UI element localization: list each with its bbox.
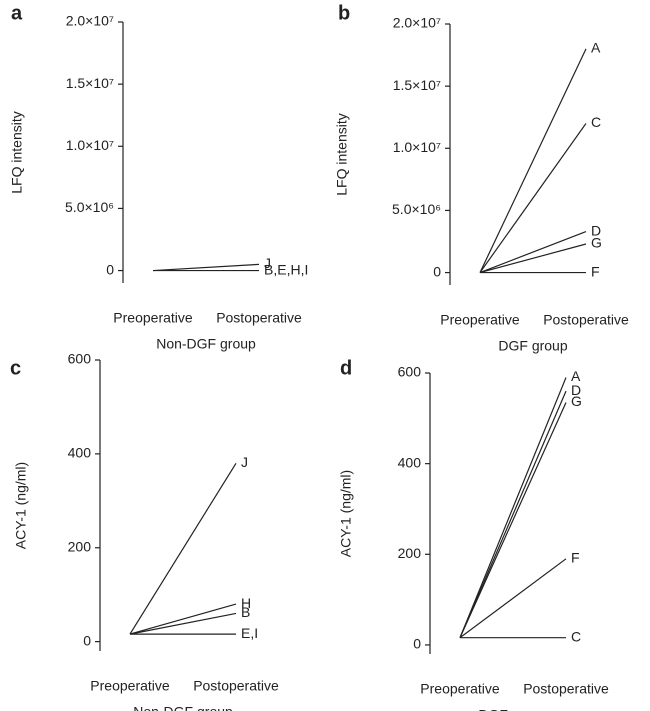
x-axis-label: DGF group xyxy=(498,338,567,354)
series-line xyxy=(479,230,587,274)
panel: d 0 200 400 600 ACY-1 (ng/ml) Preoperative Post… xyxy=(338,357,609,711)
y-tick-label: 600 xyxy=(398,364,422,380)
y-tick-label: 0 xyxy=(83,632,91,648)
series-line xyxy=(129,612,237,635)
series-label: H xyxy=(241,595,251,611)
y-tick-label: 5.0×10⁶ xyxy=(392,201,441,217)
panel-label: a xyxy=(11,2,23,24)
y-tick-label: 1.0×10⁷ xyxy=(66,137,114,153)
panel: c 0 200 400 600 ACY-1 (ng/ml) Preoperative Post… xyxy=(10,351,279,711)
series-label: F xyxy=(571,550,580,566)
y-tick-label: 1.5×10⁷ xyxy=(393,77,441,93)
series-label: B xyxy=(241,604,250,620)
series-line xyxy=(152,263,260,272)
series-line xyxy=(479,48,587,273)
y-tick-label: 2.0×10⁷ xyxy=(66,13,114,29)
series-label: G xyxy=(591,235,602,251)
x-tick-label: Preoperative xyxy=(90,678,170,694)
x-tick-label: Postoperative xyxy=(216,310,302,326)
series-label: G xyxy=(571,393,582,409)
series-line xyxy=(129,462,237,635)
x-tick-label: Preoperative xyxy=(440,312,520,328)
series-line xyxy=(459,558,567,639)
x-tick-label: Preoperative xyxy=(113,310,193,326)
y-tick-label: 2.0×10⁷ xyxy=(393,15,441,31)
y-tick-label: 400 xyxy=(68,445,92,461)
series-label: F xyxy=(591,263,600,279)
series-label: J xyxy=(241,454,248,470)
panel: a 0 5.0×10⁶ 1.0×10⁷ 1.5×10⁷ 2.0×10⁷ LFQ intens… xyxy=(9,2,309,351)
x-axis-label: Non-DGF group xyxy=(133,704,233,711)
y-tick-label: 600 xyxy=(68,351,92,367)
y-tick-label: 0 xyxy=(106,261,114,277)
x-axis-label: Non-DGF group xyxy=(156,336,256,352)
y-tick-label: 200 xyxy=(398,545,422,561)
series-label: D xyxy=(591,222,601,238)
x-tick-label: Postoperative xyxy=(523,681,609,697)
y-tick-label: 5.0×10⁶ xyxy=(65,199,114,215)
x-axis-label: DGF group xyxy=(478,707,547,711)
y-tick-label: 200 xyxy=(68,538,92,554)
x-tick-label: Postoperative xyxy=(543,312,629,328)
y-tick-label: 0 xyxy=(433,263,441,279)
series-label: C xyxy=(571,628,581,644)
y-tick-label: 1.5×10⁷ xyxy=(66,75,114,91)
series-label: J xyxy=(264,255,271,271)
series-line xyxy=(459,402,567,638)
series-line xyxy=(459,390,567,638)
series-line xyxy=(479,243,587,274)
series-label: B,E,H,I xyxy=(264,261,308,277)
y-axis-label: ACY-1 (ng/ml) xyxy=(338,470,354,557)
y-tick-label: 0 xyxy=(413,636,421,652)
y-tick-label: 1.0×10⁷ xyxy=(393,139,441,155)
series-label: D xyxy=(571,382,581,398)
series-line xyxy=(459,377,567,638)
y-axis-label: LFQ intensity xyxy=(334,113,350,195)
series-line xyxy=(129,603,237,635)
series-line xyxy=(479,123,587,273)
x-tick-label: Postoperative xyxy=(193,678,279,694)
y-tick-label: 400 xyxy=(398,454,422,470)
panel-label: c xyxy=(10,357,21,379)
series-label: E,I xyxy=(241,625,258,641)
panel-label: d xyxy=(340,357,352,379)
series-label: A xyxy=(591,40,601,56)
series-label: C xyxy=(591,114,601,130)
series-label: A xyxy=(571,368,581,384)
y-axis-label: ACY-1 (ng/ml) xyxy=(13,462,29,549)
x-tick-label: Preoperative xyxy=(420,681,500,697)
panel: b 0 5.0×10⁶ 1.0×10⁷ 1.5×10⁷ 2.0×10⁷ LFQ intens… xyxy=(334,2,629,353)
panel-label: b xyxy=(338,2,350,24)
y-axis-label: LFQ intensity xyxy=(9,111,25,193)
